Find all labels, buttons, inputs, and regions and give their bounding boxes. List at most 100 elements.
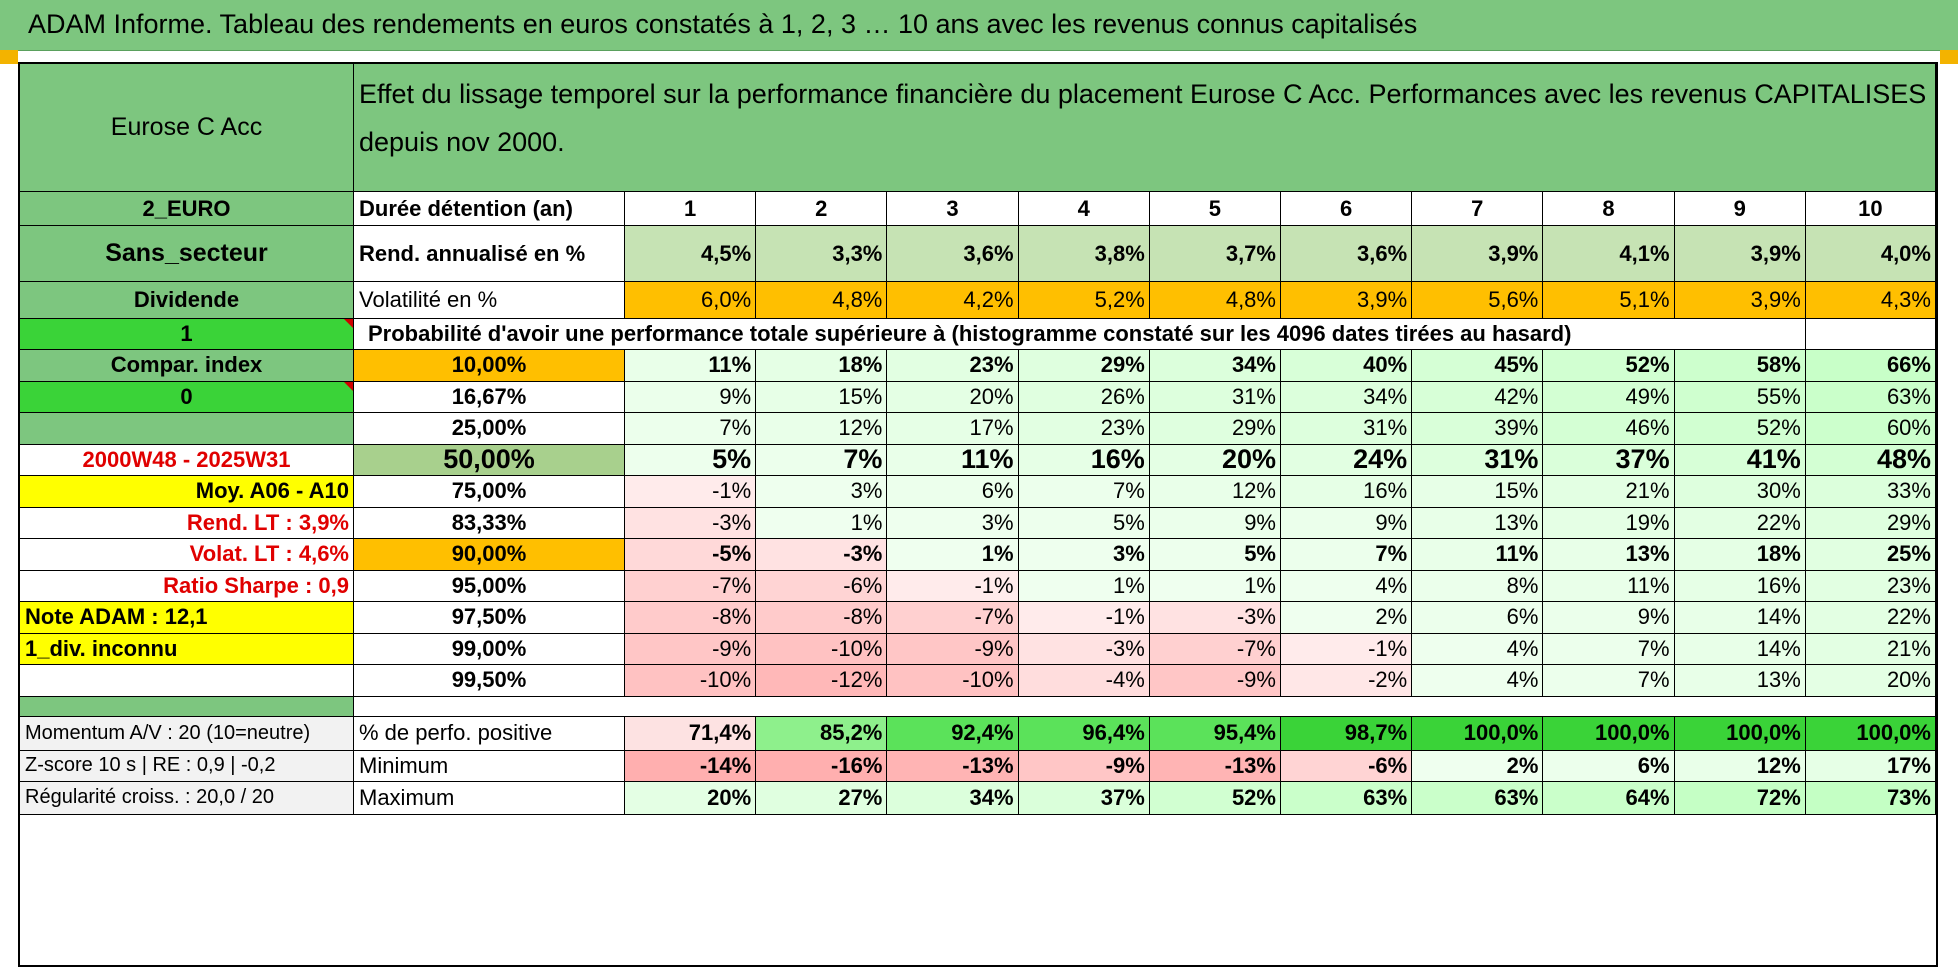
- percentile-value: -2%: [1281, 665, 1413, 697]
- vol-value: 4,2%: [887, 282, 1019, 319]
- note-adam-label: Note ADAM : 12,1: [20, 602, 354, 634]
- option-zero-cell[interactable]: 0: [20, 381, 354, 413]
- percentile-value: 7%: [625, 413, 757, 445]
- percentile-value: 1%: [887, 539, 1019, 571]
- percentile-value: 23%: [887, 350, 1019, 382]
- percentile-value: -3%: [1149, 602, 1281, 634]
- percentile-value: 26%: [1018, 381, 1150, 413]
- moy-label: Moy. A06 - A10: [20, 476, 354, 508]
- maximum-value: 63%: [1412, 781, 1544, 815]
- maximum-value: 37%: [1018, 781, 1150, 815]
- positive-value: 95,4%: [1149, 716, 1281, 751]
- vol-value: 4,8%: [756, 282, 888, 319]
- separator-right: [354, 696, 1936, 717]
- year-header: 1: [625, 192, 757, 226]
- percentile-value: 45%: [1412, 350, 1544, 382]
- percentile-value: 11%: [1412, 539, 1544, 571]
- year-header: 4: [1018, 192, 1150, 226]
- maximum-value: 63%: [1281, 781, 1413, 815]
- percentile-value: 13%: [1543, 539, 1675, 571]
- percentile-value: 31%: [1149, 381, 1281, 413]
- percentile-value: 9%: [625, 381, 757, 413]
- percentile-value: 1%: [1018, 570, 1150, 602]
- percentile-value: 39%: [1412, 413, 1544, 445]
- positive-value: 71,4%: [625, 716, 757, 751]
- percentile-value: 55%: [1674, 381, 1806, 413]
- percentile-value: 7%: [1543, 633, 1675, 665]
- percentile-value: 49%: [1543, 381, 1675, 413]
- percentile-value: 13%: [1674, 665, 1806, 697]
- percentile-value: -7%: [625, 570, 757, 602]
- momentum-label: Momentum A/V : 20 (10=neutre): [20, 716, 354, 751]
- rend-value: 4,0%: [1805, 226, 1936, 282]
- percentile-value: 16%: [1018, 444, 1150, 476]
- percentile-value: 18%: [1674, 539, 1806, 571]
- maximum-value: 20%: [625, 781, 757, 815]
- year-header: 9: [1674, 192, 1806, 226]
- percentile-value: 14%: [1674, 633, 1806, 665]
- percentile-value: 46%: [1543, 413, 1675, 445]
- compar-index-label: Compar. index: [20, 350, 354, 382]
- percentile-label: 75,00%: [354, 476, 625, 508]
- percentile-value: 31%: [1412, 444, 1544, 476]
- rend-value: 3,7%: [1149, 226, 1281, 282]
- percentile-value: 6%: [887, 476, 1019, 508]
- percentile-value: -12%: [756, 665, 888, 697]
- percentile-value: 8%: [1412, 570, 1544, 602]
- percentile-value: 19%: [1543, 507, 1675, 539]
- rend-value: 4,1%: [1543, 226, 1675, 282]
- year-header: 8: [1543, 192, 1675, 226]
- sharpe-label: Ratio Sharpe : 0,9: [20, 570, 354, 602]
- option-one-cell[interactable]: 1: [20, 319, 354, 350]
- rend-value: 3,6%: [1281, 226, 1413, 282]
- percentile-label: 99,50%: [354, 665, 625, 697]
- percentile-value: 15%: [1412, 476, 1544, 508]
- rend-lt-label: Rend. LT : 3,9%: [20, 507, 354, 539]
- vol-value: 3,9%: [1674, 282, 1806, 319]
- percentile-value: -5%: [625, 539, 757, 571]
- percentile-value: 42%: [1412, 381, 1544, 413]
- percentile-value: 7%: [1281, 539, 1413, 571]
- percentile-value: 14%: [1674, 602, 1806, 634]
- percentile-value: 34%: [1281, 381, 1413, 413]
- zscore-label: Z-score 10 s | RE : 0,9 | -0,2: [20, 750, 354, 782]
- percentile-value: 63%: [1805, 381, 1936, 413]
- percentile-value: 12%: [756, 413, 888, 445]
- left-frozen-marker: [0, 50, 18, 64]
- percentile-value: -7%: [887, 602, 1019, 634]
- dividend-label: Dividende: [20, 282, 354, 319]
- percentile-value: -1%: [1281, 633, 1413, 665]
- percentile-value: 11%: [1543, 570, 1675, 602]
- percentile-value: 7%: [756, 444, 888, 476]
- percentile-value: 20%: [1149, 444, 1281, 476]
- volat-lt-label: Volat. LT : 4,6%: [20, 539, 354, 571]
- year-header: 7: [1412, 192, 1544, 226]
- percentile-label: 25,00%: [354, 413, 625, 445]
- percentile-value: 5%: [1018, 507, 1150, 539]
- year-header: 5: [1149, 192, 1281, 226]
- report-title: ADAM Informe. Tableau des rendements en …: [28, 9, 1418, 39]
- percentile-value: 60%: [1805, 413, 1936, 445]
- percentile-value: -9%: [1149, 665, 1281, 697]
- maximum-value: 73%: [1805, 781, 1936, 815]
- positive-value: 92,4%: [887, 716, 1019, 751]
- blank-cell: [1674, 319, 1806, 350]
- maximum-value: 27%: [756, 781, 888, 815]
- percentile-value: -7%: [1149, 633, 1281, 665]
- year-header: 10: [1805, 192, 1936, 226]
- minimum-value: 6%: [1543, 750, 1675, 782]
- percentile-value: 16%: [1674, 570, 1806, 602]
- percentile-value: 2%: [1281, 602, 1413, 634]
- percentile-value: 9%: [1543, 602, 1675, 634]
- percentile-value: 41%: [1674, 444, 1806, 476]
- rend-value: 3,6%: [887, 226, 1019, 282]
- percentile-value: 52%: [1674, 413, 1806, 445]
- performance-table: Eurose C Acc Effet du lissage temporel su…: [18, 62, 1938, 967]
- vol-value: 4,8%: [1149, 282, 1281, 319]
- maximum-value: 72%: [1674, 781, 1806, 815]
- minimum-value: -6%: [1281, 750, 1413, 782]
- percentile-value: 4%: [1412, 633, 1544, 665]
- minimum-value: 2%: [1412, 750, 1544, 782]
- percentile-value: 3%: [756, 476, 888, 508]
- percentile-value: 21%: [1543, 476, 1675, 508]
